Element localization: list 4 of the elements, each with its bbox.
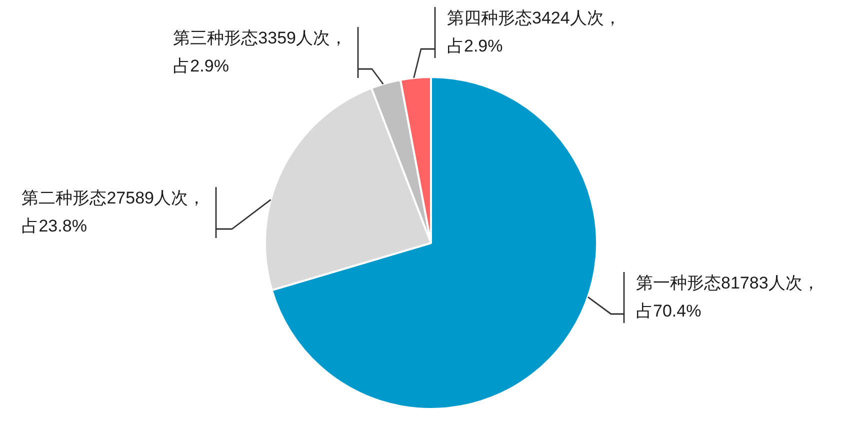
- slice-label: 第四种形态3424人次，占2.9%: [447, 8, 621, 56]
- slice-label: 第三种形态3359人次，占2.9%: [173, 28, 348, 76]
- slice-label: 第二种形态27589人次，占23.8%: [22, 188, 206, 236]
- slice-label: 第一种形态81783人次，占70.4%: [636, 274, 820, 321]
